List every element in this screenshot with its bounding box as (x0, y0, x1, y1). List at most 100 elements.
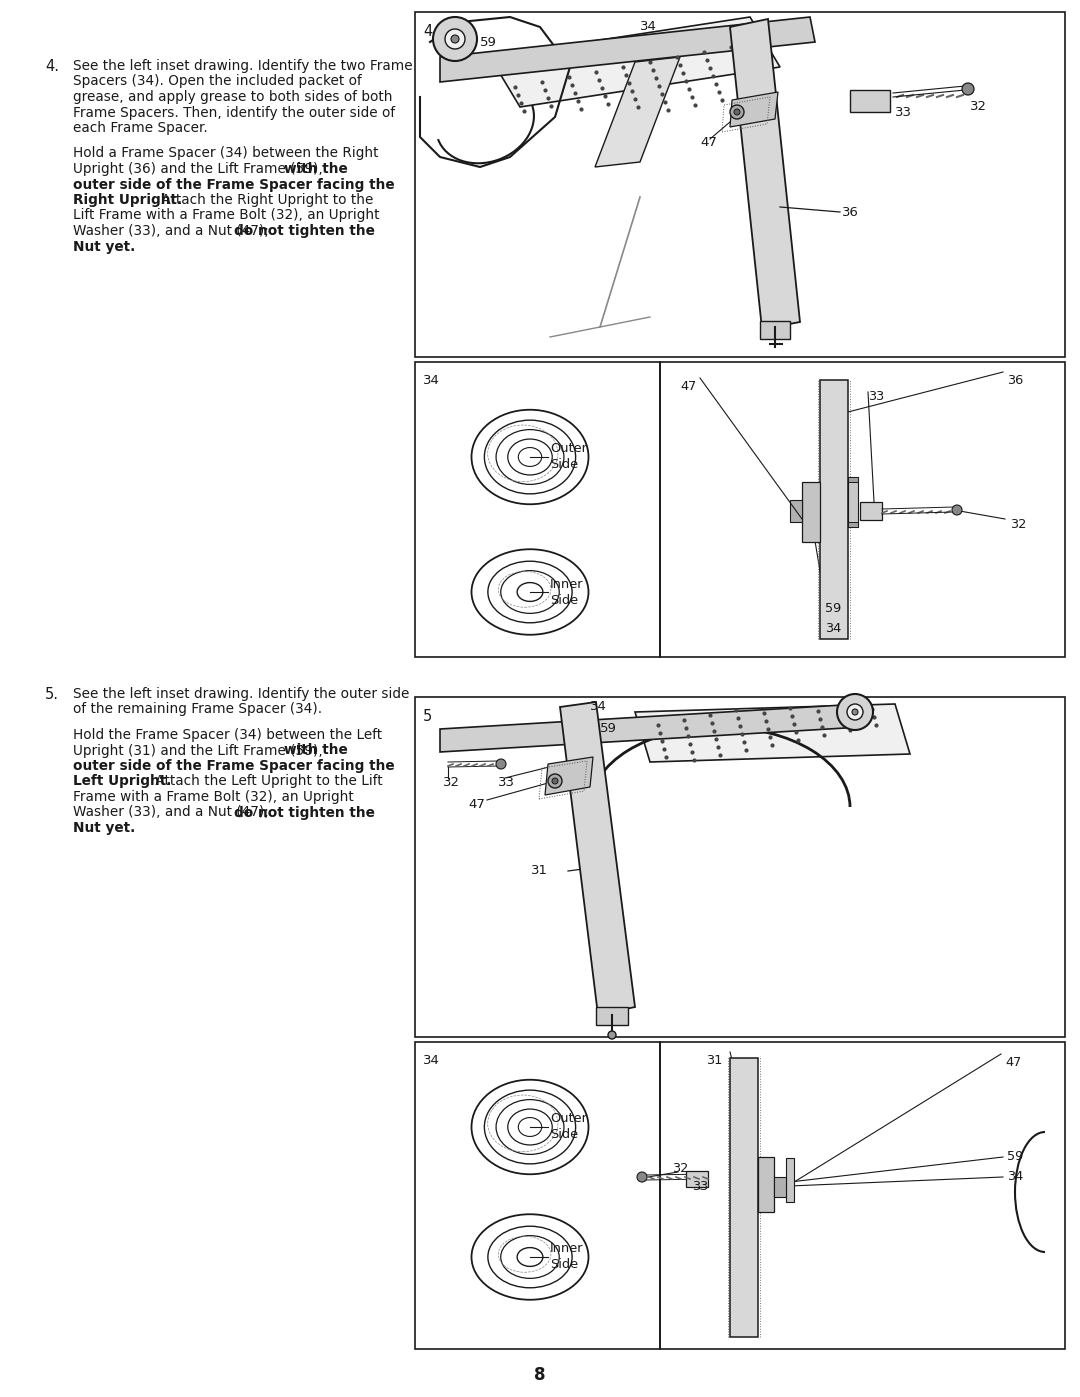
Polygon shape (545, 757, 593, 795)
Text: 33: 33 (868, 390, 885, 402)
Text: 32: 32 (1010, 517, 1026, 531)
Bar (730, 1058, 758, 1337)
Text: 33: 33 (895, 106, 912, 119)
Text: 36: 36 (842, 205, 859, 218)
Text: Frame Spacers. Then, identify the outer side of: Frame Spacers. Then, identify the outer … (73, 106, 395, 120)
Bar (686, 1171, 708, 1187)
Text: 32: 32 (443, 775, 460, 788)
Text: Hold the Frame Spacer (34) between the Left: Hold the Frame Spacer (34) between the L… (73, 728, 382, 742)
Bar (415, 362, 660, 657)
Polygon shape (440, 17, 815, 82)
Circle shape (445, 29, 465, 49)
Text: 5.: 5. (45, 687, 59, 703)
Text: 34: 34 (825, 623, 841, 636)
Text: See the left inset drawing. Identify the outer side: See the left inset drawing. Identify the… (73, 687, 409, 701)
Bar (415, 697, 1065, 1037)
Circle shape (637, 1172, 647, 1182)
Bar (660, 1042, 1065, 1350)
Bar (415, 13, 1065, 358)
Text: Inner: Inner (550, 577, 583, 591)
Text: Upright (31) and the Lift Frame (59),: Upright (31) and the Lift Frame (59), (73, 743, 327, 757)
Text: 59: 59 (480, 35, 497, 49)
Text: Side: Side (550, 458, 578, 472)
Text: grease, and apply grease to both sides of both: grease, and apply grease to both sides o… (73, 89, 392, 103)
Text: 36: 36 (1007, 374, 1023, 387)
Text: Left Upright.: Left Upright. (73, 774, 172, 788)
Text: with the: with the (284, 743, 348, 757)
Circle shape (951, 504, 962, 515)
Text: Washer (33), and a Nut (47);: Washer (33), and a Nut (47); (73, 224, 273, 237)
Text: See the left inset drawing. Identify the two Frame: See the left inset drawing. Identify the… (73, 59, 413, 73)
Bar (848, 522, 858, 527)
Text: each Frame Spacer.: each Frame Spacer. (73, 122, 207, 136)
Bar (760, 321, 789, 339)
Circle shape (962, 82, 974, 95)
Text: Side: Side (550, 594, 578, 606)
Bar (789, 500, 802, 522)
Text: 59: 59 (1007, 1151, 1023, 1164)
Text: 33: 33 (498, 775, 515, 788)
Bar (596, 1007, 627, 1025)
Polygon shape (595, 57, 680, 168)
Text: 34: 34 (590, 700, 607, 714)
Circle shape (433, 17, 477, 61)
Text: Hold a Frame Spacer (34) between the Right: Hold a Frame Spacer (34) between the Rig… (73, 147, 378, 161)
Text: 34: 34 (640, 21, 657, 34)
Bar (774, 1178, 786, 1197)
Circle shape (608, 1031, 616, 1039)
Bar (820, 380, 848, 638)
Text: 34: 34 (423, 374, 440, 387)
Text: 5: 5 (423, 710, 432, 724)
Text: 31: 31 (531, 865, 548, 877)
Circle shape (552, 778, 558, 784)
Text: Outer: Outer (550, 443, 586, 455)
Text: Side: Side (550, 1129, 578, 1141)
Polygon shape (730, 20, 800, 330)
Text: 47: 47 (1005, 1056, 1022, 1069)
Text: 34: 34 (423, 1053, 440, 1067)
Circle shape (847, 704, 863, 719)
Text: 33: 33 (692, 1180, 708, 1193)
Bar (660, 362, 1065, 657)
Text: do not tighten the: do not tighten the (234, 806, 375, 820)
Circle shape (730, 105, 744, 119)
Circle shape (496, 759, 507, 768)
Text: Nut yet.: Nut yet. (73, 239, 135, 253)
Text: Spacers (34). Open the included packet of: Spacers (34). Open the included packet o… (73, 74, 362, 88)
Text: 8: 8 (535, 1366, 545, 1384)
Text: 59: 59 (600, 722, 617, 735)
Circle shape (852, 710, 858, 715)
Text: Attach the Left Upright to the Lift: Attach the Left Upright to the Lift (151, 774, 382, 788)
Text: Side: Side (550, 1259, 578, 1271)
Text: 4: 4 (423, 24, 432, 39)
Text: 32: 32 (970, 101, 987, 113)
Text: 47: 47 (680, 380, 697, 393)
Text: Right Upright.: Right Upright. (73, 193, 183, 207)
Polygon shape (561, 703, 635, 1016)
Text: Attach the Right Upright to the: Attach the Right Upright to the (157, 193, 374, 207)
Text: Outer: Outer (550, 1112, 586, 1126)
Circle shape (837, 694, 873, 731)
Text: outer side of the Frame Spacer facing the: outer side of the Frame Spacer facing th… (73, 759, 394, 773)
Bar (848, 476, 858, 482)
Bar (786, 1158, 794, 1201)
Text: Washer (33), and a Nut (47);: Washer (33), and a Nut (47); (73, 806, 273, 820)
Bar (758, 1157, 774, 1213)
Circle shape (548, 774, 562, 788)
Circle shape (451, 35, 459, 43)
Text: do not tighten the: do not tighten the (234, 224, 375, 237)
Circle shape (734, 109, 740, 115)
Text: of the remaining Frame Spacer (34).: of the remaining Frame Spacer (34). (73, 703, 322, 717)
Text: Lift Frame with a Frame Bolt (32), an Upright: Lift Frame with a Frame Bolt (32), an Up… (73, 208, 379, 222)
Text: outer side of the Frame Spacer facing the: outer side of the Frame Spacer facing th… (73, 177, 394, 191)
Text: 32: 32 (672, 1162, 688, 1175)
Text: Inner: Inner (550, 1242, 583, 1256)
Bar (802, 482, 820, 542)
Text: with the: with the (284, 162, 348, 176)
Text: Nut yet.: Nut yet. (73, 821, 135, 835)
Text: 4.: 4. (45, 59, 59, 74)
Bar (860, 502, 882, 520)
Polygon shape (730, 92, 778, 127)
Bar (848, 476, 858, 527)
Bar (850, 89, 890, 112)
